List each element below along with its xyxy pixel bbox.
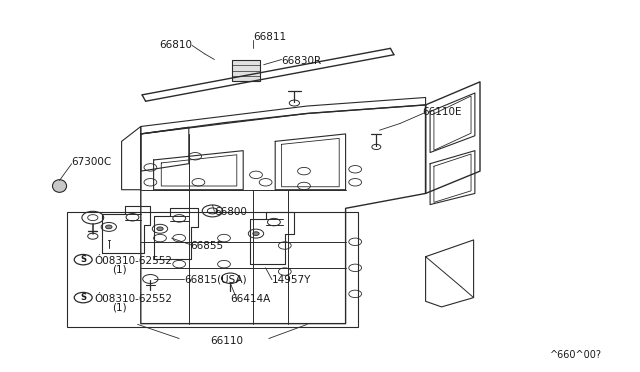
Circle shape [106,225,112,229]
Ellipse shape [52,180,67,192]
Text: 14957Y: 14957Y [272,275,312,285]
Text: 66800: 66800 [214,207,247,217]
Text: 66110E: 66110E [422,107,462,116]
Text: 66815(USA): 66815(USA) [184,275,247,285]
Circle shape [157,227,163,231]
Bar [67,212,358,327]
Text: 66414A: 66414A [230,294,271,304]
Text: Ó08310-62552: Ó08310-62552 [95,256,173,266]
Text: S: S [80,293,86,302]
Text: S: S [80,255,86,264]
FancyBboxPatch shape [232,60,260,81]
Text: (1): (1) [112,264,127,274]
Text: 66810: 66810 [159,40,192,49]
Text: (1): (1) [112,302,127,312]
Text: 66811: 66811 [253,32,286,42]
Text: 67300C: 67300C [72,157,112,167]
Text: 66110: 66110 [211,337,244,346]
Circle shape [253,232,259,235]
Text: ^660^00?: ^660^00? [550,350,602,360]
Text: Ó08310-62552: Ó08310-62552 [95,294,173,304]
Text: 66830R: 66830R [282,57,322,66]
Text: 66855: 66855 [191,241,224,250]
